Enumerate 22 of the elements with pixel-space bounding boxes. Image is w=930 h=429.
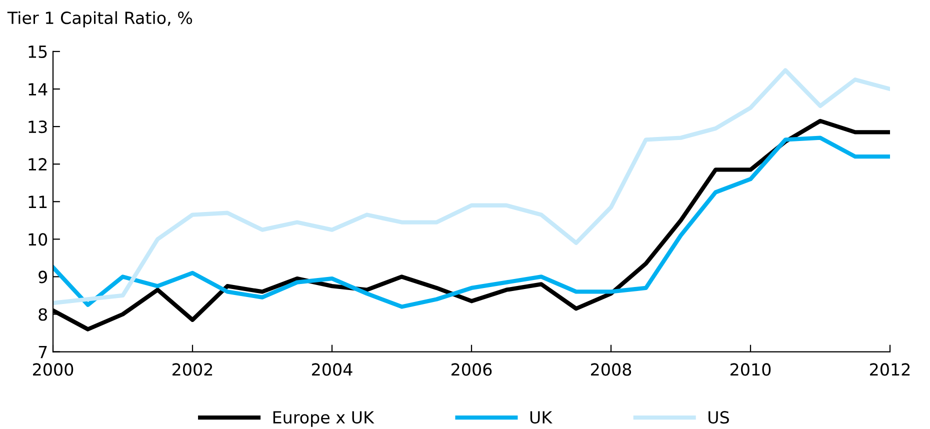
line-series [53,136,890,309]
x-tick-label: 2002 [172,363,212,376]
y-tick-label: 14 [28,83,48,96]
y-tick-label: 7 [38,346,47,358]
y-tick-label: 12 [28,158,46,170]
y-tick-label: 13 [28,120,47,134]
y-tick-label: 8 [38,308,48,321]
x-tick-label: 2010 [730,363,771,376]
y-tick-label: 15 [28,46,47,58]
x-tick-label: 2006 [452,363,492,376]
y-tick-label: 10 [28,233,48,246]
y-tick-label: 9 [38,270,47,284]
legend-label: Europe x UK [273,411,374,427]
y-tick-label: 11 [28,196,47,208]
legend-label: US [708,411,729,424]
x-tick-label: 2012 [870,363,910,376]
x-tick-label: 2004 [312,363,352,376]
line-series [53,68,890,306]
y-axis-title: Tier 1 Capital Ratio, % [7,11,192,28]
x-tick-label: 2000 [33,363,74,376]
x-tick-label: 2008 [591,363,632,376]
legend-label: UK [530,411,552,424]
